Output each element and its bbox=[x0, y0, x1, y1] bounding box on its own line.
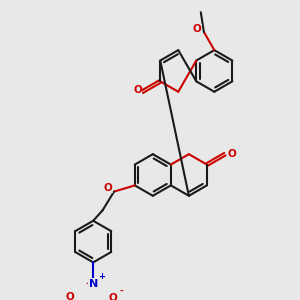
Text: N: N bbox=[88, 279, 98, 289]
Text: O: O bbox=[66, 292, 74, 300]
Text: O: O bbox=[104, 183, 113, 193]
Text: +: + bbox=[98, 272, 105, 281]
Text: O: O bbox=[133, 85, 142, 95]
Text: O: O bbox=[227, 149, 236, 159]
Text: -: - bbox=[119, 287, 123, 296]
Text: O: O bbox=[193, 24, 202, 34]
Text: O: O bbox=[109, 292, 118, 300]
